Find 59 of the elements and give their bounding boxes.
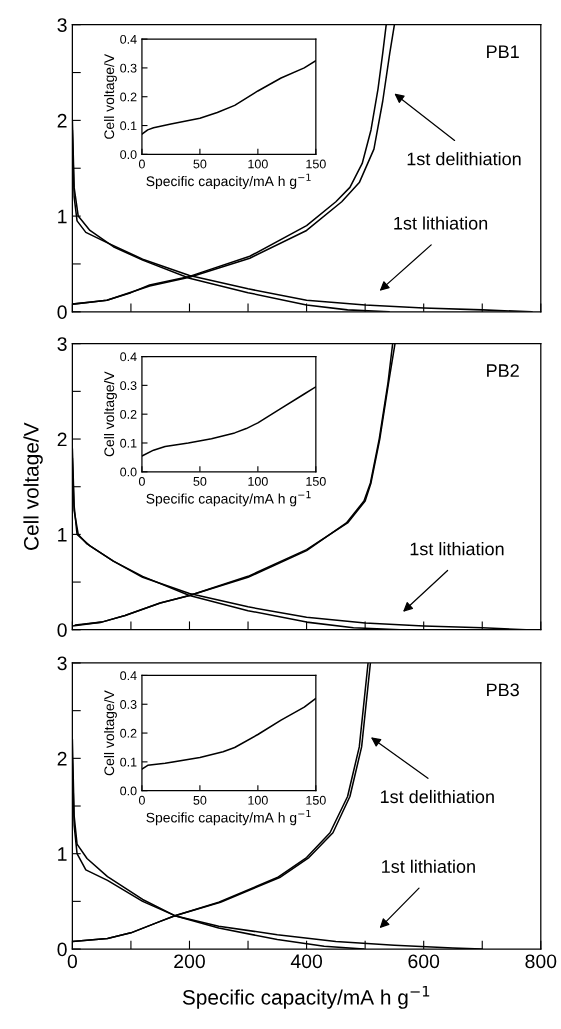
- y-tick-label: 0.4: [120, 352, 137, 362]
- text: PB3: [487, 683, 519, 697]
- y-tick-label: 0.3: [120, 381, 137, 391]
- annotation: 1st delithiation: [407, 152, 521, 166]
- y-tick-label: 0.2: [120, 409, 137, 419]
- annotation: 1st lithiation: [410, 542, 504, 556]
- x-tick-label: 150: [306, 795, 326, 805]
- y-tick-label: 0: [57, 623, 67, 637]
- x-tick-label: 800: [525, 954, 557, 969]
- annotation: 1st delithiation: [380, 789, 494, 804]
- y-axis-title: Cell voltage/V: [23, 422, 43, 550]
- y-tick-label: 0.0: [120, 150, 137, 159]
- y-tick-label: 0.4: [120, 671, 137, 681]
- x-tick-label: 50: [193, 795, 207, 805]
- x-tick-label: 200: [174, 954, 205, 969]
- x-tick-label: 50: [193, 476, 207, 486]
- x-tick-label: 150: [306, 476, 326, 486]
- y-tick-label: 2: [57, 751, 67, 766]
- y-tick-label: 0.0: [120, 467, 137, 477]
- y-axis-title: Cell voltage/V: [103, 690, 117, 776]
- y-tick-label: 0: [57, 305, 67, 320]
- y-tick-label: 0.2: [120, 92, 137, 102]
- x-tick-label: 400: [290, 954, 323, 969]
- y-tick-label: 0.1: [120, 121, 137, 131]
- y-axis-title: Cell voltage/V: [103, 53, 117, 139]
- y-tick-label: 3: [57, 18, 67, 32]
- y-tick-label: 2: [57, 432, 67, 447]
- x-axis-title: Specific capacity/mA h g$^{−1}$: [146, 809, 311, 826]
- x-tick-label: 100: [248, 159, 268, 169]
- x-tick-label: 0: [138, 159, 145, 169]
- x-axis-title: Specific capacity/mA h g$^{−1}$: [182, 985, 430, 1009]
- y-tick-label: 3: [57, 656, 67, 671]
- annotation: 1st lithiation: [394, 216, 488, 230]
- x-tick-label: 50: [193, 159, 207, 169]
- y-tick-label: 0.2: [120, 728, 137, 738]
- x-tick-label: 600: [408, 954, 440, 969]
- x-axis-title: Specific capacity/mA h g$^{−1}$: [146, 491, 311, 507]
- x-axis-title: Specific capacity/mA h g$^{−1}$: [146, 173, 311, 189]
- y-tick-label: 0: [57, 942, 67, 957]
- x-tick-label: 100: [248, 476, 268, 486]
- x-tick-label: 100: [248, 795, 268, 805]
- text: PB2: [487, 364, 519, 377]
- y-tick-label: 3: [57, 337, 67, 351]
- y-tick-label: 1: [58, 209, 67, 224]
- y-tick-label: 2: [57, 113, 67, 128]
- y-tick-label: 0.4: [120, 34, 137, 44]
- y-tick-label: 0.3: [120, 700, 137, 709]
- y-tick-label: 0.3: [120, 63, 137, 73]
- y-tick-label: 1: [58, 528, 67, 542]
- annotation: 1st lithiation: [382, 859, 475, 873]
- y-tick-label: 0.1: [120, 438, 137, 448]
- text: PB1: [487, 45, 519, 58]
- y-tick-label: 0.0: [120, 786, 137, 796]
- y-tick-label: 1: [58, 847, 67, 861]
- y-tick-label: 0.1: [120, 757, 137, 767]
- x-tick-label: 0: [138, 795, 145, 805]
- x-tick-label: 0: [138, 476, 145, 486]
- y-axis-title: Cell voltage/V: [103, 371, 117, 457]
- x-tick-label: 150: [306, 159, 326, 169]
